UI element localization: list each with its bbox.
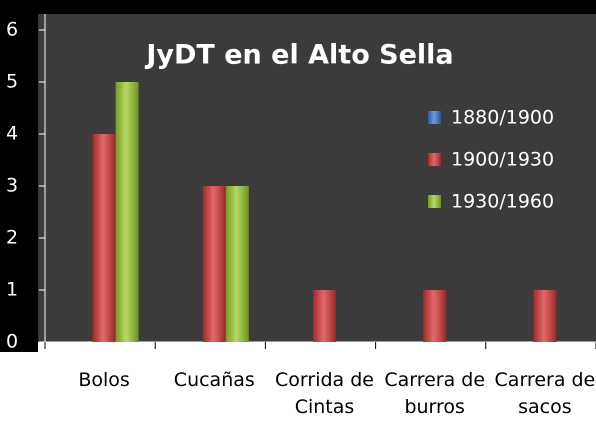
frame — [0, 0, 596, 14]
legend-swatch-shade — [428, 153, 441, 166]
x-tick-label: Corrida de Cintas — [275, 369, 374, 418]
y-tick-label: 6 — [6, 19, 18, 41]
legend-swatch-shade — [428, 111, 441, 124]
y-tick-label: 4 — [6, 123, 18, 145]
x-tick-label: Carrera de burros — [384, 369, 486, 418]
frame — [0, 0, 38, 352]
bar-shade — [202, 186, 226, 342]
legend-label: 1930/1960 — [451, 191, 554, 213]
bar-shade — [313, 290, 336, 342]
y-tick-label: 3 — [6, 175, 18, 197]
legend-label: 1880/1900 — [451, 107, 554, 129]
chart-title: JyDT en el Alto Sella — [144, 40, 453, 71]
x-tick-label: Carrera de sacos — [494, 369, 596, 418]
bar-shade — [92, 134, 116, 342]
x-tick-label: Bolos — [78, 369, 130, 391]
bar-shade — [115, 82, 139, 342]
bar-shade — [225, 186, 249, 342]
bar-shade — [533, 290, 557, 342]
legend-swatch-shade — [428, 195, 441, 208]
y-tick-label: 0 — [6, 331, 18, 353]
y-tick-label: 5 — [6, 71, 18, 93]
x-tick-label: Cucañas — [173, 369, 255, 391]
bar-shade — [423, 290, 447, 342]
y-tick-label: 2 — [6, 227, 18, 249]
legend-label: 1900/1930 — [451, 149, 554, 171]
y-tick-label: 1 — [6, 279, 18, 301]
